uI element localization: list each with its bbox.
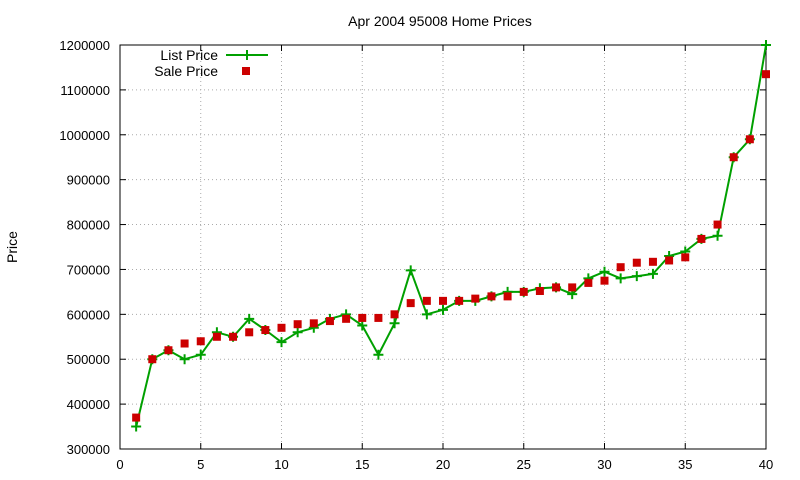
sale-price-point <box>632 258 641 267</box>
sale-price-point <box>487 292 496 301</box>
list-price-point <box>599 266 610 277</box>
sale-price-point <box>374 313 383 322</box>
y-tick-label: 600000 <box>67 307 110 322</box>
sale-price-point <box>681 253 690 262</box>
list-price-point <box>357 320 368 331</box>
sale-price-point <box>648 257 657 266</box>
tick-marks <box>119 44 767 450</box>
y-tick-label: 700000 <box>67 262 110 277</box>
sale-price-point <box>358 313 367 322</box>
legend-marker-sale-price <box>242 67 250 75</box>
sale-price-point <box>745 135 754 144</box>
sale-price-point <box>519 287 528 296</box>
chart-title: Apr 2004 95008 Home Prices <box>348 13 532 29</box>
sale-price-point <box>584 278 593 287</box>
legend: List Price Sale Price <box>154 47 268 79</box>
list-price-point <box>421 309 432 320</box>
x-tick-labels: 0 5 10 15 20 25 30 35 40 <box>116 457 773 472</box>
sale-price-point <box>406 299 415 308</box>
x-tick-label: 25 <box>517 457 531 472</box>
list-price-point <box>131 421 142 432</box>
y-tick-labels: 300000 400000 500000 600000 700000 800000 9000… <box>59 38 110 457</box>
list-price-point <box>292 327 303 338</box>
grid <box>120 45 766 449</box>
legend-label-list-price: List Price <box>160 47 218 63</box>
list-price-line <box>135 44 767 427</box>
sale-price-point <box>229 332 238 341</box>
y-axis-label: Price <box>4 231 20 263</box>
sale-price-point <box>439 296 447 305</box>
series-layer <box>131 40 771 432</box>
y-tick-label: 300000 <box>67 442 110 457</box>
list-price-point <box>405 265 416 276</box>
sale-price-point <box>132 413 141 422</box>
list-price-point <box>712 230 723 241</box>
sale-price-point <box>164 346 173 355</box>
sale-price-point <box>455 296 464 305</box>
sale-price-point <box>762 70 770 79</box>
sale-price-point <box>471 294 480 303</box>
x-tick-label: 40 <box>759 457 773 472</box>
list-price-point <box>195 349 206 360</box>
x-tick-label: 35 <box>678 457 692 472</box>
list-price-point <box>276 337 287 348</box>
sale-price-point <box>729 153 738 162</box>
x-tick-label: 10 <box>274 457 288 472</box>
y-tick-label: 900000 <box>67 173 110 188</box>
legend-marker-list-price <box>242 50 252 60</box>
list-price-point <box>373 349 384 360</box>
sale-price-point <box>277 323 286 332</box>
sale-price-point <box>325 317 334 326</box>
sale-price-point <box>293 320 302 329</box>
sale-price-point <box>665 256 674 265</box>
sale-price-point <box>245 328 254 337</box>
sale-price-point <box>713 220 722 229</box>
list-price-point <box>631 271 642 282</box>
sale-price-point <box>212 332 221 341</box>
x-tick-label: 15 <box>355 457 369 472</box>
y-tick-label: 400000 <box>67 397 110 412</box>
x-tick-label: 30 <box>597 457 611 472</box>
y-tick-label: 1200000 <box>59 38 110 53</box>
y-tick-label: 1000000 <box>59 128 110 143</box>
legend-label-sale-price: Sale Price <box>154 63 218 79</box>
y-tick-label: 1100000 <box>60 83 110 98</box>
sale-price-point <box>261 326 270 335</box>
sale-price-point <box>180 339 189 348</box>
sale-price-point <box>342 314 351 323</box>
y-tick-label: 500000 <box>67 352 110 367</box>
x-tick-label: 0 <box>116 457 123 472</box>
x-tick-label: 20 <box>436 457 450 472</box>
sale-price-point <box>196 337 205 346</box>
sale-price-point <box>552 283 561 292</box>
sale-price-point <box>535 286 544 295</box>
list-price-point <box>761 40 771 50</box>
list-price-point <box>179 354 190 365</box>
sale-price-point <box>503 292 512 301</box>
sale-price-point <box>390 310 399 319</box>
sale-price-point <box>697 234 706 243</box>
sale-price-point <box>148 355 157 364</box>
y-tick-label: 800000 <box>67 218 110 233</box>
sale-price-point <box>600 276 609 285</box>
sale-price-point <box>616 263 625 272</box>
sale-price-point <box>422 296 431 305</box>
sale-price-point <box>568 283 577 292</box>
sale-price-point <box>309 319 318 328</box>
list-price-point <box>647 268 658 279</box>
list-price-point <box>244 313 255 324</box>
x-tick-label: 5 <box>197 457 204 472</box>
list-price-point <box>389 318 400 329</box>
list-price-point <box>438 304 448 315</box>
list-price-point <box>615 273 626 284</box>
